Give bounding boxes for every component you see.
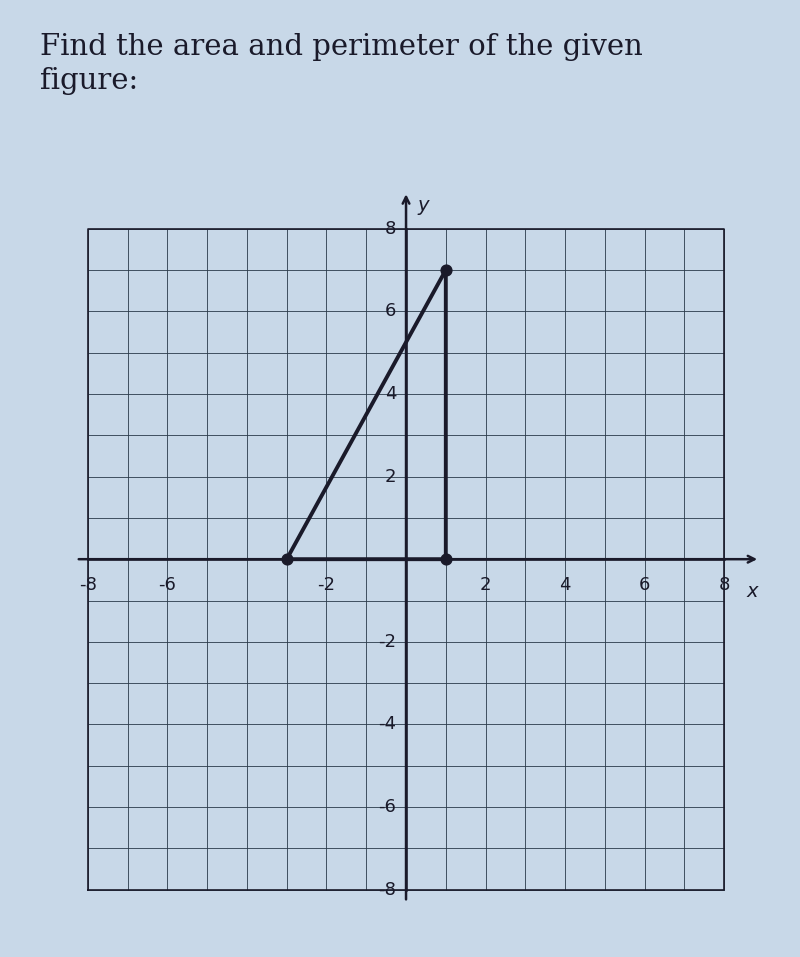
Text: 6: 6: [385, 302, 396, 321]
Text: 8: 8: [385, 219, 396, 237]
Text: 6: 6: [639, 576, 650, 593]
Point: [439, 551, 452, 567]
Text: 2: 2: [385, 468, 396, 485]
Point: [280, 551, 293, 567]
Text: -6: -6: [378, 798, 396, 816]
Text: 4: 4: [385, 385, 396, 403]
Text: 2: 2: [480, 576, 491, 593]
Text: -8: -8: [79, 576, 97, 593]
Text: y: y: [418, 195, 430, 214]
Text: x: x: [746, 582, 758, 601]
Text: -2: -2: [318, 576, 335, 593]
Text: -4: -4: [378, 716, 396, 733]
Text: 8: 8: [718, 576, 730, 593]
Text: -8: -8: [378, 880, 396, 899]
Text: -2: -2: [378, 633, 396, 651]
Text: 4: 4: [559, 576, 571, 593]
Text: Find the area and perimeter of the given: Find the area and perimeter of the given: [40, 33, 642, 61]
Text: -6: -6: [158, 576, 176, 593]
Text: figure:: figure:: [40, 67, 138, 95]
Point: [439, 262, 452, 278]
